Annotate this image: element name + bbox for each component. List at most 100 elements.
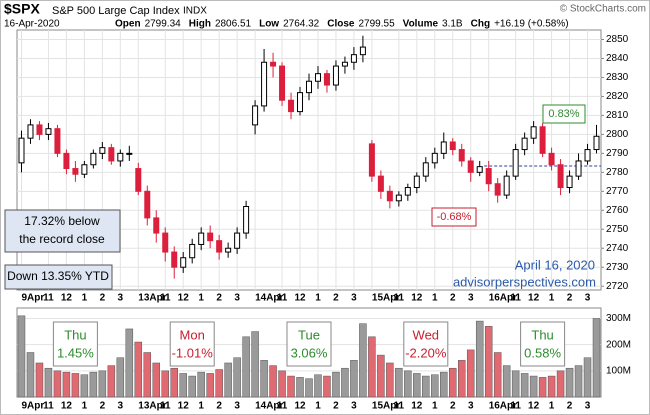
x-tick-label: 3 bbox=[118, 293, 124, 304]
x-tick-label: 2 bbox=[216, 293, 222, 304]
volume-bar bbox=[359, 323, 367, 398]
x-tick-label: 2 bbox=[333, 401, 339, 412]
quote-label: Low bbox=[259, 19, 279, 30]
candle-body bbox=[36, 124, 43, 135]
candle-body bbox=[440, 141, 447, 154]
x-tick-label: 1 bbox=[82, 293, 88, 304]
candle-body bbox=[306, 80, 312, 94]
y-tick-label: 2850 bbox=[606, 34, 629, 45]
day-note-box bbox=[52, 321, 98, 367]
x-tick-label: 12 bbox=[178, 401, 190, 412]
candle-body bbox=[485, 168, 492, 185]
candle-body bbox=[198, 232, 205, 245]
volume-bar bbox=[314, 374, 322, 398]
candle-body bbox=[386, 190, 393, 202]
day-note-box bbox=[169, 321, 215, 367]
y-tick-label: 2840 bbox=[606, 53, 629, 64]
volume-bar bbox=[278, 370, 286, 398]
x-tick-label: 3 bbox=[585, 401, 591, 412]
quote-label: Close bbox=[327, 19, 355, 30]
volume-bar bbox=[323, 375, 331, 398]
candle-body bbox=[449, 141, 456, 151]
candle-body bbox=[135, 168, 142, 192]
candle-body bbox=[323, 73, 330, 86]
candle-body bbox=[566, 175, 573, 189]
volume-bar bbox=[161, 370, 169, 398]
x-tick-label: 12 bbox=[61, 401, 73, 412]
candle-body bbox=[512, 149, 519, 177]
volume-bar bbox=[475, 320, 484, 398]
x-tick-label: 15Apr bbox=[372, 401, 400, 412]
volume-bar bbox=[17, 315, 26, 398]
volume-bar bbox=[368, 336, 376, 398]
x-tick-label: 1 bbox=[432, 401, 438, 412]
volume-bar bbox=[206, 373, 214, 398]
candle-body bbox=[243, 205, 250, 234]
candle-body bbox=[27, 124, 34, 139]
volume-bar bbox=[565, 367, 574, 398]
candle-body bbox=[279, 65, 286, 101]
y-tick-label: 2800 bbox=[606, 129, 629, 140]
y-tick-label: 2790 bbox=[606, 148, 629, 159]
x-tick-label: 11 bbox=[160, 401, 171, 412]
volume-bar bbox=[215, 369, 223, 398]
x-tick-label: 1 bbox=[82, 401, 88, 412]
x-tick-label: 3 bbox=[468, 293, 474, 304]
candle-body bbox=[63, 152, 70, 170]
y-tick-label: 300M bbox=[606, 313, 631, 324]
x-tick-label: 15Apr bbox=[372, 293, 400, 304]
y-tick-label: 2730 bbox=[606, 262, 629, 273]
volume-bar bbox=[251, 331, 259, 398]
quote-value: 2799.34 bbox=[145, 19, 182, 30]
volume-bar bbox=[341, 367, 349, 398]
volume-bar bbox=[296, 377, 304, 398]
volume-bar bbox=[260, 360, 268, 398]
volume-bar bbox=[53, 370, 62, 398]
candle-body bbox=[90, 152, 97, 166]
x-tick-label: 11 bbox=[43, 293, 54, 304]
volume-bar bbox=[457, 360, 466, 398]
x-tick-label: 3 bbox=[234, 293, 240, 304]
volume-bar bbox=[520, 373, 529, 398]
low-callout: -0.68% bbox=[437, 211, 472, 223]
ytd-note: Down 13.35% YTD bbox=[7, 269, 109, 283]
x-tick-label: 12 bbox=[178, 293, 190, 304]
volume-bar bbox=[26, 352, 35, 398]
volume-bar bbox=[224, 362, 232, 398]
y-tick-label: 2830 bbox=[606, 72, 629, 83]
volume-bar bbox=[395, 367, 403, 398]
candle-body bbox=[171, 251, 178, 268]
quote-value: 2764.32 bbox=[283, 19, 320, 30]
x-tick-label: 3 bbox=[468, 401, 474, 412]
volume-bar bbox=[466, 349, 475, 398]
candle-body bbox=[530, 126, 537, 139]
volume-bar bbox=[493, 352, 502, 398]
volume-bar bbox=[529, 375, 538, 398]
volume-bar bbox=[107, 365, 116, 398]
volume-bar bbox=[422, 375, 430, 398]
volume-bar bbox=[386, 362, 394, 398]
x-tick-label: 12 bbox=[411, 401, 423, 412]
day-note-change: 0.58% bbox=[524, 345, 561, 360]
x-tick-label: 2 bbox=[567, 293, 573, 304]
day-note-day: Mon bbox=[180, 327, 205, 342]
volume-bar bbox=[188, 375, 196, 398]
volume-bar bbox=[179, 373, 187, 398]
candle-body bbox=[189, 243, 196, 259]
quote-label: Open bbox=[115, 19, 141, 30]
candle-body bbox=[117, 152, 124, 162]
candle-body bbox=[234, 232, 241, 249]
candle-body bbox=[575, 160, 582, 177]
volume-bar bbox=[98, 370, 107, 398]
volume-bar bbox=[574, 365, 583, 398]
volume-bar bbox=[152, 362, 161, 398]
candle-body bbox=[413, 175, 420, 189]
candle-body bbox=[476, 166, 483, 173]
callout-box bbox=[542, 104, 586, 124]
note-box bbox=[4, 264, 113, 290]
candle-body bbox=[593, 135, 600, 151]
x-tick-label: 1 bbox=[198, 293, 204, 304]
x-tick-label: 1 bbox=[549, 401, 555, 412]
candle-body bbox=[557, 164, 564, 189]
